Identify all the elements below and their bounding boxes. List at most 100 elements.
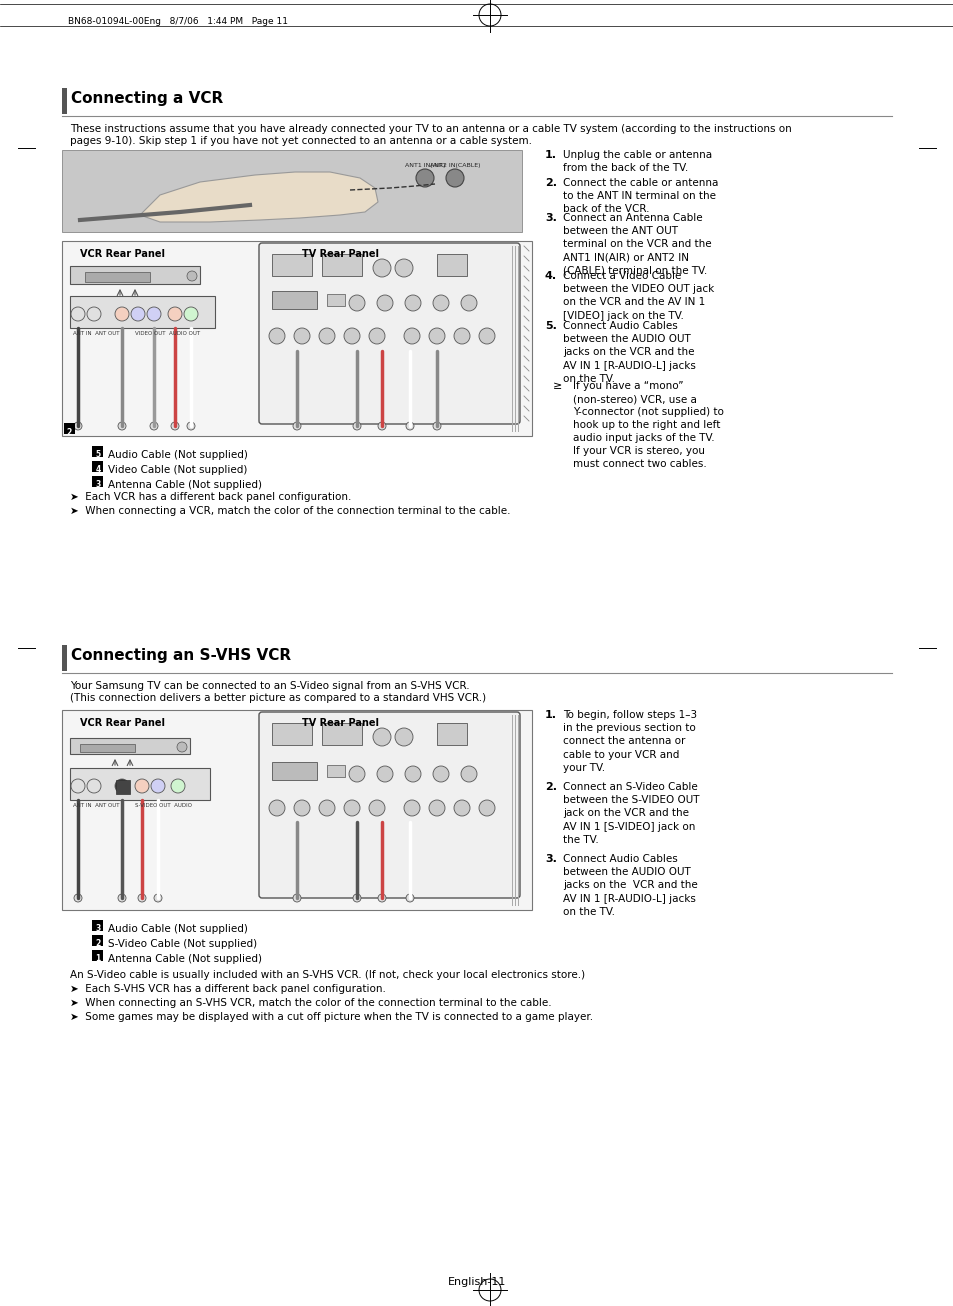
Circle shape — [405, 295, 420, 311]
Text: VCR Rear Panel: VCR Rear Panel — [80, 718, 165, 727]
Text: S-Video Cable (Not supplied): S-Video Cable (Not supplied) — [108, 939, 257, 949]
Circle shape — [406, 895, 414, 902]
Circle shape — [395, 727, 413, 746]
Text: ≥: ≥ — [553, 381, 561, 390]
Bar — [327, 294, 345, 306]
Circle shape — [460, 295, 476, 311]
Circle shape — [377, 422, 386, 430]
Circle shape — [115, 307, 129, 321]
Circle shape — [138, 895, 146, 902]
Text: Unplug the cable or antenna
from the back of the TV.: Unplug the cable or antenna from the bac… — [562, 150, 711, 174]
Text: 5: 5 — [95, 451, 100, 458]
Bar — [70, 738, 190, 754]
Circle shape — [349, 767, 365, 782]
Circle shape — [153, 895, 162, 902]
Circle shape — [294, 328, 310, 343]
Circle shape — [376, 767, 393, 782]
Circle shape — [433, 767, 449, 782]
Bar — [91, 935, 103, 946]
Text: Connect Audio Cables
between the AUDIO OUT
jacks on the VCR and the
AV IN 1 [R-A: Connect Audio Cables between the AUDIO O… — [562, 321, 695, 384]
Circle shape — [318, 328, 335, 343]
Text: ANT IN  ANT OUT: ANT IN ANT OUT — [73, 803, 119, 808]
Circle shape — [71, 307, 85, 321]
Circle shape — [403, 328, 419, 343]
Circle shape — [269, 328, 285, 343]
Circle shape — [171, 422, 179, 430]
Bar — [62, 242, 532, 436]
Circle shape — [87, 778, 101, 793]
Circle shape — [369, 328, 385, 343]
Circle shape — [131, 307, 145, 321]
Text: These instructions assume that you have already connected your TV to an antenna : These instructions assume that you have … — [70, 124, 791, 135]
Circle shape — [373, 259, 391, 277]
Text: Audio Cable (Not supplied): Audio Cable (Not supplied) — [108, 925, 248, 934]
Text: (non-stereo) VCR, use a: (non-stereo) VCR, use a — [573, 394, 696, 404]
Bar — [70, 296, 214, 328]
Circle shape — [293, 895, 301, 902]
Circle shape — [460, 767, 476, 782]
Text: ➤  Each S-VHS VCR has a different back panel configuration.: ➤ Each S-VHS VCR has a different back pa… — [70, 983, 385, 994]
Circle shape — [294, 801, 310, 816]
Bar — [322, 253, 361, 276]
Circle shape — [74, 895, 82, 902]
Bar — [436, 724, 467, 744]
Text: (This connection delivers a better picture as compared to a standard VHS VCR.): (This connection delivers a better pictu… — [70, 693, 486, 703]
Bar — [70, 266, 200, 283]
Bar — [436, 253, 467, 276]
Circle shape — [151, 778, 165, 793]
Bar — [91, 461, 103, 471]
Text: ANT2 IN(CABLE): ANT2 IN(CABLE) — [429, 163, 479, 168]
Bar — [70, 768, 210, 801]
Bar — [62, 150, 521, 232]
Text: Connect a Video Cable
between the VIDEO OUT jack
on the VCR and the AV IN 1
[VID: Connect a Video Cable between the VIDEO … — [562, 272, 714, 320]
Circle shape — [118, 422, 126, 430]
Circle shape — [147, 307, 161, 321]
Circle shape — [429, 801, 444, 816]
Text: pages 9-10). Skip step 1 if you have not yet connected to an antenna or a cable : pages 9-10). Skip step 1 if you have not… — [70, 136, 532, 146]
Text: 1.: 1. — [544, 150, 557, 161]
Text: Connect an Antenna Cable
between the ANT OUT
terminal on the VCR and the
ANT1 IN: Connect an Antenna Cable between the ANT… — [562, 213, 711, 276]
Text: 4.: 4. — [544, 272, 557, 281]
Text: Antenna Cable (Not supplied): Antenna Cable (Not supplied) — [108, 953, 262, 964]
Text: VCR Rear Panel: VCR Rear Panel — [80, 249, 165, 259]
Text: 2.: 2. — [544, 782, 557, 791]
Text: VIDEO OUT  AUDIO OUT: VIDEO OUT AUDIO OUT — [135, 330, 200, 336]
FancyBboxPatch shape — [258, 712, 519, 899]
Circle shape — [150, 422, 158, 430]
Text: 3.: 3. — [544, 854, 557, 865]
Circle shape — [433, 295, 449, 311]
Circle shape — [187, 272, 196, 281]
Bar — [91, 447, 103, 457]
Circle shape — [318, 801, 335, 816]
Circle shape — [269, 801, 285, 816]
Circle shape — [376, 295, 393, 311]
Bar — [91, 919, 103, 931]
Circle shape — [177, 742, 187, 752]
Circle shape — [168, 307, 182, 321]
Circle shape — [454, 328, 470, 343]
Circle shape — [344, 328, 359, 343]
Circle shape — [478, 801, 495, 816]
Circle shape — [115, 778, 129, 793]
Text: TV Rear Panel: TV Rear Panel — [302, 718, 378, 727]
Bar — [62, 710, 532, 910]
Bar — [85, 272, 150, 282]
Bar — [62, 88, 67, 114]
Text: 1: 1 — [95, 953, 100, 963]
Circle shape — [446, 168, 463, 187]
Text: English-11: English-11 — [447, 1277, 506, 1286]
Bar — [327, 765, 345, 777]
Bar — [62, 645, 67, 671]
Text: Your Samsung TV can be connected to an S-Video signal from an S-VHS VCR.: Your Samsung TV can be connected to an S… — [70, 680, 469, 691]
Text: Connecting an S-VHS VCR: Connecting an S-VHS VCR — [71, 648, 291, 663]
Circle shape — [353, 895, 360, 902]
Text: Y-connector (not supplied) to: Y-connector (not supplied) to — [573, 407, 723, 417]
Text: ➤  Each VCR has a different back panel configuration.: ➤ Each VCR has a different back panel co… — [70, 492, 351, 502]
Circle shape — [377, 895, 386, 902]
Text: 3: 3 — [95, 925, 100, 932]
Circle shape — [74, 422, 82, 430]
Bar — [91, 949, 103, 961]
Circle shape — [118, 895, 126, 902]
Polygon shape — [140, 172, 377, 222]
Bar — [272, 724, 312, 744]
